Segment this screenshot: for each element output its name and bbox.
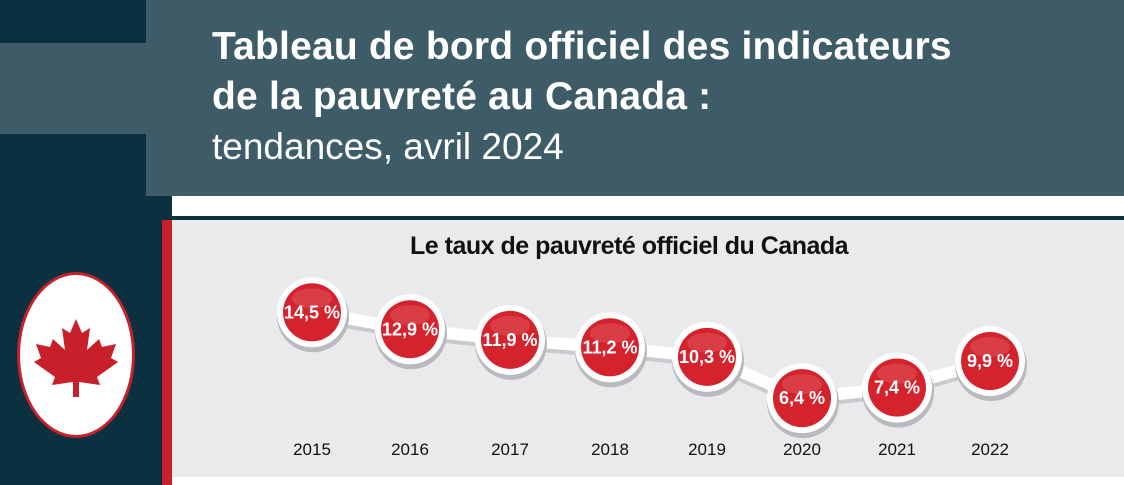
canada-emblem	[17, 272, 135, 438]
x-tick-label: 2020	[783, 440, 821, 459]
marker-highlight	[877, 363, 917, 384]
marker-highlight	[590, 323, 630, 344]
page-title: Tableau de bord officiel des indicateurs…	[212, 22, 952, 122]
marker-highlight	[782, 374, 822, 395]
title-line-2: de la pauvreté au Canada :	[212, 75, 712, 118]
marker-highlight	[970, 337, 1010, 358]
panel-accent-bar	[162, 220, 172, 485]
data-point-2019: 10,3 %	[672, 321, 744, 397]
data-label: 11,2 %	[582, 337, 637, 357]
x-tick-label: 2018	[591, 440, 629, 459]
chart-markers: 14,5 % 12,9 % 11,9 % 11,2 % 10,3 % 6,4 % 7,4 %…	[277, 277, 1027, 439]
page-subtitle: tendances, avril 2024	[212, 126, 564, 167]
x-tick-label: 2015	[293, 440, 331, 459]
marker-dot	[678, 327, 736, 386]
header-banner	[146, 0, 1124, 196]
data-label: 6,4 %	[779, 388, 825, 408]
maple-leaf-icon	[34, 319, 118, 397]
chart-title: Le taux de pauvreté officiel du Canada	[410, 232, 849, 260]
marker-highlight	[490, 315, 530, 336]
marker-dot	[581, 318, 639, 377]
data-point-2021: 7,4 %	[862, 352, 934, 428]
x-tick-label: 2017	[491, 440, 529, 459]
data-label: 14,5 %	[284, 302, 340, 322]
data-point-2018: 11,2 %	[575, 312, 647, 388]
poverty-rate-chart: 14,5 % 12,9 % 11,9 % 11,2 % 10,3 % 6,4 % 7,4 %…	[277, 277, 1027, 459]
marker-dot	[773, 369, 831, 428]
chart-x-axis: 2015 2016 2017 2018 2019 2020 2021 2022	[293, 440, 1009, 459]
x-tick-label: 2016	[391, 440, 429, 459]
data-label: 12,9 %	[382, 319, 438, 339]
data-label: 7,4 %	[874, 378, 920, 398]
data-point-2017: 11,9 %	[475, 304, 547, 380]
title-line-1: Tableau de bord officiel des indicateurs	[212, 25, 952, 68]
left-stripe	[0, 43, 148, 134]
data-label: 9,9 %	[967, 351, 1013, 371]
data-label: 11,9 %	[482, 330, 537, 350]
data-point-2016: 12,9 %	[375, 294, 447, 370]
x-tick-label: 2019	[688, 440, 726, 459]
marker-dot	[381, 300, 439, 359]
marker-dot	[481, 310, 539, 369]
marker-dot	[961, 332, 1019, 391]
panel-bottom-line	[172, 477, 1124, 485]
marker-highlight	[390, 305, 430, 326]
data-point-2015: 14,5 %	[277, 277, 349, 353]
x-tick-label: 2022	[971, 440, 1009, 459]
data-point-2022: 9,9 %	[955, 326, 1027, 402]
marker-dot	[283, 283, 341, 342]
divider-band	[172, 196, 1124, 216]
data-label: 10,3 %	[679, 347, 735, 367]
data-point-2020: 6,4 %	[767, 363, 839, 439]
marker-dot	[868, 358, 926, 417]
marker-highlight	[687, 332, 727, 353]
marker-highlight	[292, 288, 332, 309]
x-tick-label: 2021	[878, 440, 916, 459]
